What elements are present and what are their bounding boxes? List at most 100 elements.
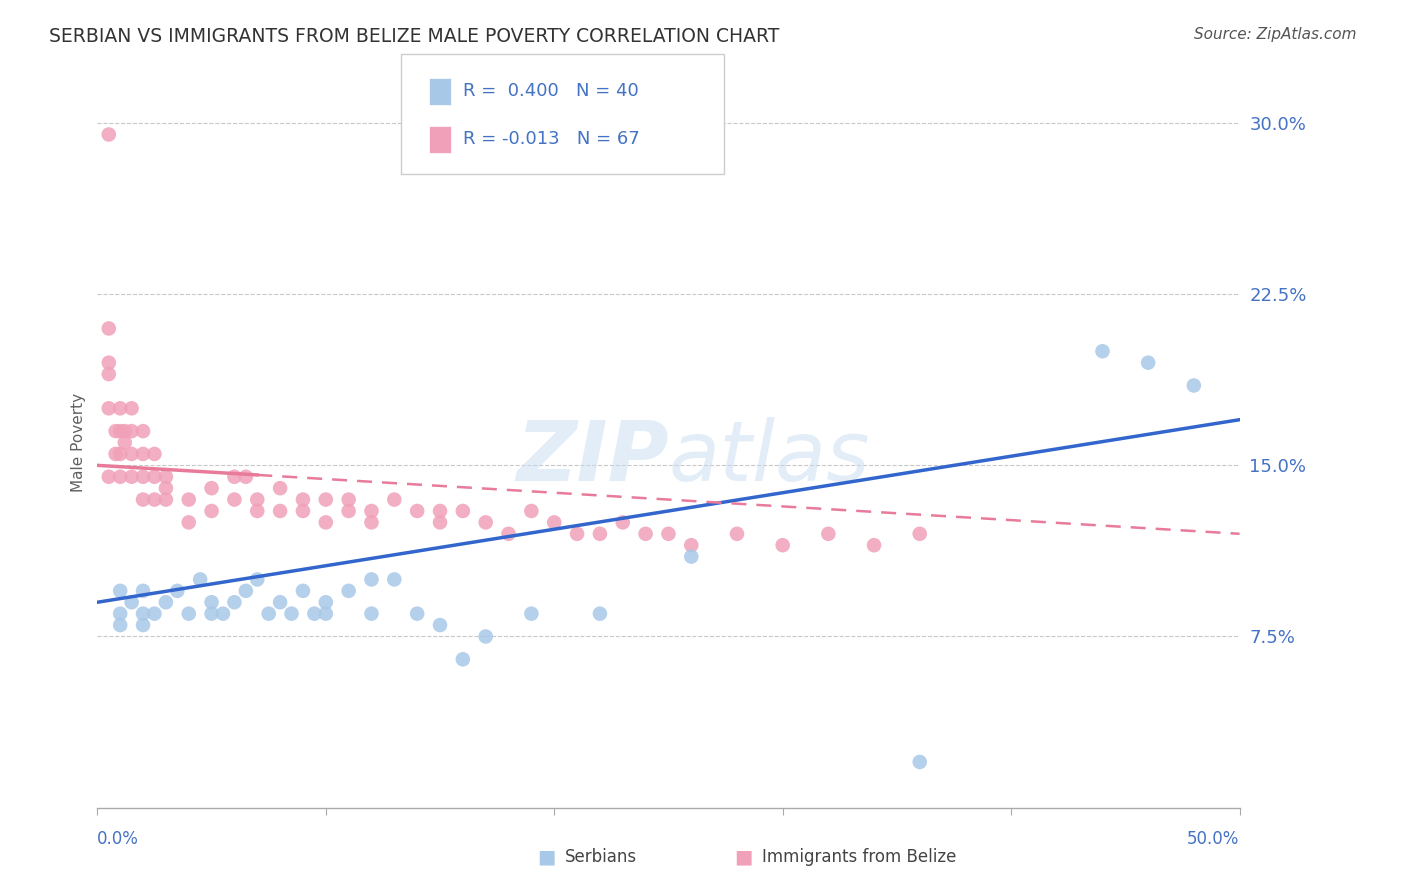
Point	[1091, 344, 1114, 359]
Point	[681, 549, 703, 564]
Point	[97, 356, 120, 370]
Point	[520, 607, 543, 621]
Point	[121, 469, 143, 483]
Point	[132, 583, 155, 598]
Point	[188, 573, 211, 587]
Point	[143, 492, 166, 507]
Point	[634, 526, 657, 541]
Text: R =  0.400   N = 40: R = 0.400 N = 40	[463, 82, 638, 100]
Point	[1182, 378, 1205, 392]
Point	[337, 583, 360, 598]
Point	[908, 526, 931, 541]
Point	[108, 401, 131, 416]
Point	[360, 573, 382, 587]
Point	[772, 538, 794, 552]
Point	[863, 538, 886, 552]
Point	[200, 504, 222, 518]
Point	[360, 607, 382, 621]
Point	[612, 516, 634, 530]
Point	[97, 128, 120, 142]
Point	[132, 447, 155, 461]
Point	[657, 526, 679, 541]
Point	[451, 504, 474, 518]
Point	[406, 607, 429, 621]
Point	[224, 469, 246, 483]
Point	[177, 516, 200, 530]
Point	[121, 424, 143, 438]
Point	[155, 481, 177, 495]
Point	[224, 595, 246, 609]
Point	[200, 595, 222, 609]
Point	[177, 492, 200, 507]
Point	[337, 504, 360, 518]
Point	[315, 516, 337, 530]
Point	[108, 607, 131, 621]
Point	[565, 526, 588, 541]
Y-axis label: Male Poverty: Male Poverty	[72, 393, 86, 492]
Point	[429, 516, 451, 530]
Point	[451, 652, 474, 666]
Text: 50.0%: 50.0%	[1187, 830, 1240, 848]
Point	[155, 492, 177, 507]
Point	[725, 526, 748, 541]
Point	[543, 516, 565, 530]
Point	[474, 516, 496, 530]
Point	[114, 424, 136, 438]
Point	[257, 607, 280, 621]
Point	[589, 526, 612, 541]
Point	[337, 492, 360, 507]
Point	[246, 492, 269, 507]
Point	[304, 607, 326, 621]
Point	[97, 367, 120, 381]
Point	[235, 469, 257, 483]
Point	[132, 469, 155, 483]
Point	[97, 321, 120, 335]
Point	[429, 618, 451, 632]
Point	[429, 504, 451, 518]
Point	[235, 583, 257, 598]
Point	[177, 607, 200, 621]
Point	[97, 401, 120, 416]
Point	[200, 607, 222, 621]
Point	[97, 469, 120, 483]
Point	[132, 607, 155, 621]
Point	[166, 583, 188, 598]
Point	[121, 595, 143, 609]
Point	[382, 492, 405, 507]
Point	[315, 492, 337, 507]
Point	[155, 469, 177, 483]
Point	[114, 435, 136, 450]
Point	[908, 755, 931, 769]
Text: 0.0%: 0.0%	[97, 830, 139, 848]
Point	[817, 526, 839, 541]
Point	[104, 424, 127, 438]
Point	[200, 481, 222, 495]
Text: ■: ■	[734, 847, 752, 866]
Point	[132, 618, 155, 632]
Point	[108, 583, 131, 598]
Point	[315, 595, 337, 609]
Point	[121, 447, 143, 461]
Point	[360, 504, 382, 518]
Point	[108, 469, 131, 483]
Point	[589, 607, 612, 621]
Point	[104, 447, 127, 461]
Point	[291, 583, 314, 598]
Text: ZIP: ZIP	[516, 417, 668, 498]
Point	[143, 607, 166, 621]
Point	[360, 516, 382, 530]
Text: atlas: atlas	[668, 417, 870, 498]
Point	[143, 469, 166, 483]
Point	[315, 607, 337, 621]
Point	[246, 573, 269, 587]
Point	[155, 595, 177, 609]
Point	[520, 504, 543, 518]
Point	[132, 492, 155, 507]
Point	[108, 618, 131, 632]
Text: Serbians: Serbians	[565, 847, 637, 865]
Point	[108, 447, 131, 461]
Point	[291, 492, 314, 507]
Point	[212, 607, 235, 621]
Text: ■: ■	[537, 847, 555, 866]
Point	[269, 481, 291, 495]
